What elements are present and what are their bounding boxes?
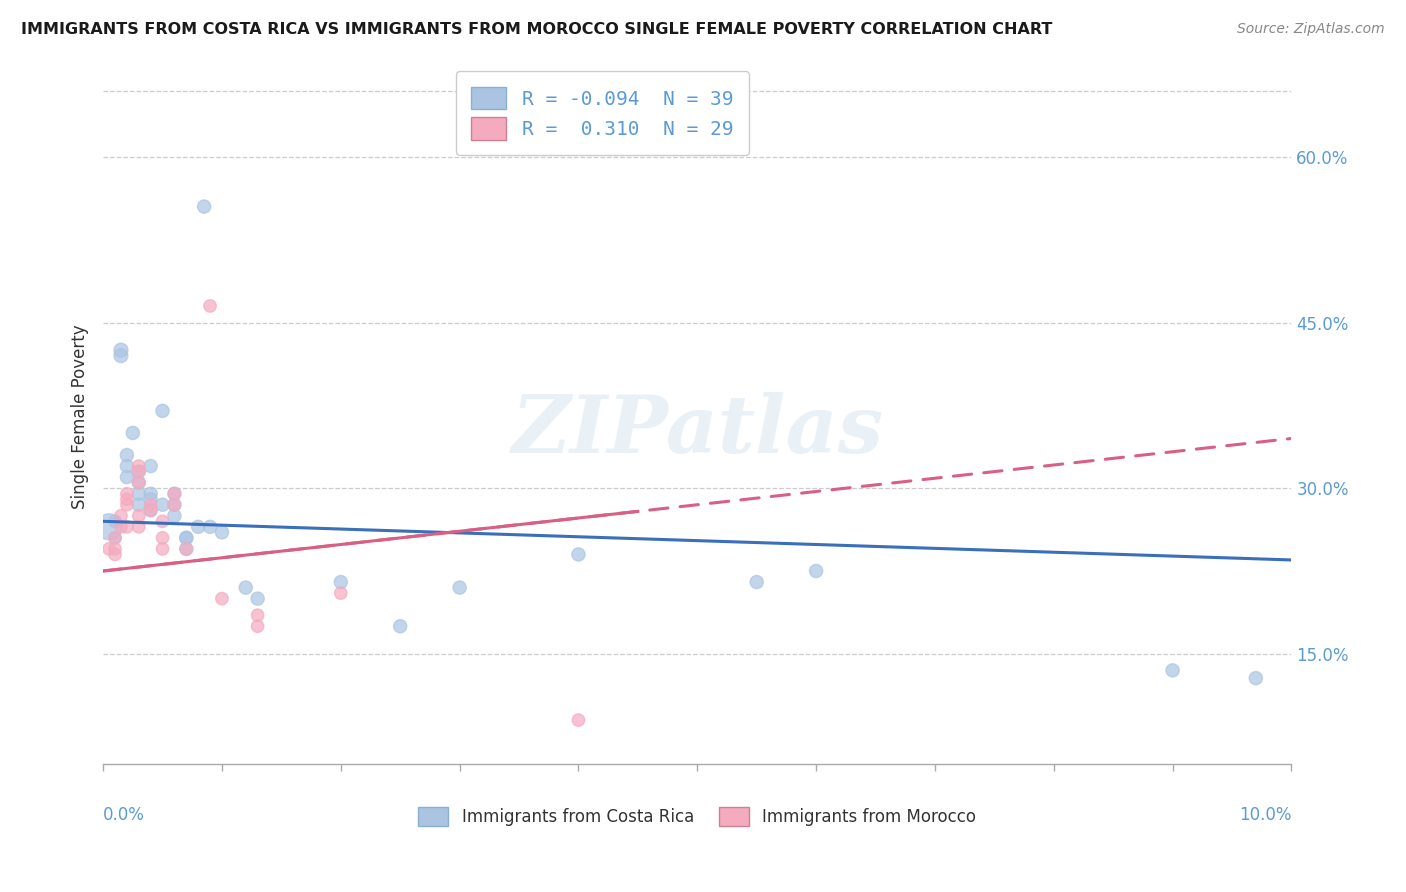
Point [115,492,138,507]
Point [98,520,121,534]
Point [176,541,198,556]
Point [139,492,162,507]
Point [110,508,132,523]
Point [128,486,150,500]
Point [104,531,127,545]
Point [176,531,198,545]
Point [98,541,121,556]
Point [246,608,269,623]
Point [115,486,138,500]
Point [329,586,352,600]
Point [176,541,198,556]
Point [745,575,768,590]
Point [211,525,233,540]
Point [121,425,143,440]
Point [110,343,132,358]
Point [163,486,186,500]
Point [163,498,186,512]
Point [128,465,150,479]
Point [193,200,215,214]
Text: 10.0%: 10.0% [1239,806,1292,824]
Point [128,520,150,534]
Point [152,404,174,418]
Text: ZIPatlas: ZIPatlas [512,392,883,469]
Point [139,498,162,512]
Point [115,498,138,512]
Point [389,619,412,633]
Point [804,564,827,578]
Point [104,541,127,556]
Point [115,459,138,474]
Text: IMMIGRANTS FROM COSTA RICA VS IMMIGRANTS FROM MOROCCO SINGLE FEMALE POVERTY CORR: IMMIGRANTS FROM COSTA RICA VS IMMIGRANTS… [21,22,1053,37]
Point [139,459,162,474]
Point [187,520,209,534]
Y-axis label: Single Female Poverty: Single Female Poverty [72,324,89,508]
Point [128,459,150,474]
Point [128,498,150,512]
Point [139,486,162,500]
Point [104,548,127,562]
Point [567,548,589,562]
Point [1244,671,1267,685]
Point [152,541,174,556]
Point [176,531,198,545]
Point [152,498,174,512]
Point [104,531,127,545]
Point [449,581,471,595]
Point [128,508,150,523]
Point [198,299,221,313]
Point [246,591,269,606]
Point [163,498,186,512]
Point [139,503,162,517]
Legend: Immigrants from Costa Rica, Immigrants from Morocco: Immigrants from Costa Rica, Immigrants f… [412,800,983,832]
Point [211,591,233,606]
Point [1161,664,1184,678]
Point [104,514,127,528]
Point [115,448,138,462]
Text: 0.0%: 0.0% [103,806,145,824]
Point [152,531,174,545]
Point [198,520,221,534]
Point [110,349,132,363]
Point [139,503,162,517]
Point [329,575,352,590]
Point [163,486,186,500]
Point [115,520,138,534]
Point [115,470,138,484]
Point [163,508,186,523]
Point [246,619,269,633]
Point [128,475,150,490]
Point [110,520,132,534]
Point [567,713,589,727]
Point [128,475,150,490]
Point [152,514,174,528]
Point [128,465,150,479]
Point [235,581,257,595]
Text: Source: ZipAtlas.com: Source: ZipAtlas.com [1237,22,1385,37]
